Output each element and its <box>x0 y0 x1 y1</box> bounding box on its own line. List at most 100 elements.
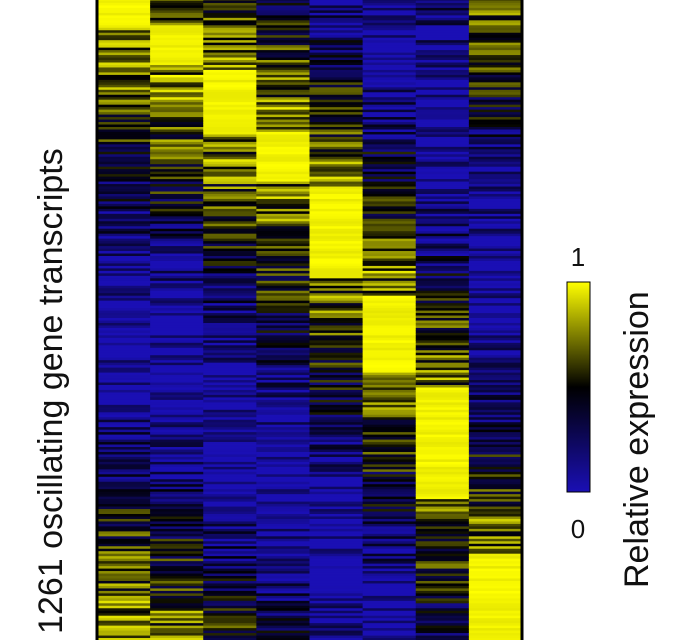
heatmap-cell <box>415 399 470 403</box>
heatmap-cell <box>468 357 523 361</box>
heatmap-cell <box>97 201 151 205</box>
heatmap-cell <box>256 402 310 406</box>
heatmap-cell <box>309 280 364 284</box>
heatmap-cell <box>150 456 204 460</box>
heatmap-cell <box>97 119 151 123</box>
heatmap-cell <box>203 511 257 515</box>
heatmap-cell <box>256 114 310 118</box>
heatmap-cell <box>97 330 151 334</box>
heatmap-cell <box>256 461 310 465</box>
heatmap-cell <box>150 198 204 202</box>
heatmap-cell <box>309 556 364 560</box>
heatmap-cell <box>468 290 523 294</box>
heatmap-cell <box>256 625 310 629</box>
heatmap-cell <box>97 561 151 565</box>
heatmap-cell <box>203 184 257 187</box>
heatmap-cell <box>309 340 364 344</box>
heatmap-cell <box>256 514 310 517</box>
heatmap-cell <box>256 303 310 307</box>
heatmap-cell <box>150 30 204 34</box>
heatmap-cell <box>203 385 257 388</box>
heatmap-cell <box>309 308 364 311</box>
heatmap-cell <box>309 357 364 361</box>
heatmap-cell <box>150 149 204 153</box>
heatmap-cell <box>256 122 310 125</box>
heatmap-cell <box>97 625 151 629</box>
heatmap-cell <box>97 208 151 212</box>
heatmap-cell <box>362 293 417 297</box>
heatmap-cell <box>150 603 204 607</box>
heatmap-cell <box>256 280 310 284</box>
heatmap-cell <box>468 161 523 165</box>
heatmap-cell <box>150 585 204 589</box>
heatmap-cell <box>309 407 364 411</box>
heatmap-cell <box>468 124 523 128</box>
heatmap-cell <box>309 169 364 173</box>
heatmap-cell <box>415 184 470 187</box>
heatmap-cell <box>203 417 257 421</box>
heatmap-cell <box>415 20 470 24</box>
heatmap-cell <box>415 270 470 274</box>
heatmap-cell <box>309 22 364 26</box>
heatmap-cell <box>309 243 364 247</box>
heatmap-cell <box>256 315 310 319</box>
heatmap-cell <box>203 404 257 408</box>
heatmap-cell <box>256 362 310 366</box>
heatmap-cell <box>309 99 364 103</box>
heatmap-cell <box>468 265 523 269</box>
heatmap-cell <box>415 248 470 252</box>
heatmap-cell <box>415 32 470 36</box>
heatmap-cell <box>309 476 364 480</box>
heatmap-cell <box>150 402 204 406</box>
heatmap-cell <box>256 556 310 560</box>
heatmap-cell <box>309 313 364 316</box>
heatmap-cell <box>468 104 523 108</box>
heatmap-cell <box>256 429 310 433</box>
heatmap-cell <box>150 337 204 341</box>
heatmap-cell <box>415 174 470 178</box>
heatmap-cell <box>203 15 257 19</box>
heatmap-cell <box>203 104 257 108</box>
heatmap-cell <box>468 129 523 133</box>
heatmap-cell <box>150 156 204 160</box>
heatmap-cell <box>256 305 310 309</box>
heatmap-cell <box>150 417 204 421</box>
heatmap-cell <box>468 588 523 592</box>
heatmap-cell <box>362 94 417 98</box>
heatmap-cell <box>415 598 470 602</box>
heatmap-cell <box>203 191 257 195</box>
heatmap-cell <box>468 496 523 500</box>
heatmap-cell <box>97 298 151 302</box>
heatmap-cell <box>150 285 204 289</box>
heatmap-cell <box>415 501 470 505</box>
heatmap-cell <box>415 241 470 244</box>
heatmap-cell <box>415 129 470 133</box>
heatmap-cell <box>468 583 523 587</box>
heatmap-cell <box>97 253 151 257</box>
heatmap-cell <box>362 22 417 26</box>
heatmap-cell <box>415 558 470 562</box>
heatmap-cell <box>203 593 257 597</box>
heatmap-cell <box>97 99 151 103</box>
heatmap-cell <box>415 546 470 550</box>
heatmap-cell <box>362 20 417 24</box>
heatmap-cell <box>150 99 204 103</box>
heatmap-cell <box>362 628 417 631</box>
heatmap-cell <box>203 17 257 21</box>
heatmap-cell <box>468 94 523 98</box>
heatmap-cell <box>468 191 523 195</box>
heatmap-cell <box>415 12 470 16</box>
heatmap-cell <box>309 42 364 46</box>
heatmap-cell <box>256 208 310 212</box>
heatmap-cell <box>362 275 417 279</box>
heatmap-cell <box>468 201 523 205</box>
heatmap-cell <box>203 166 257 170</box>
heatmap-cell <box>256 136 310 140</box>
heatmap-border <box>95 0 524 640</box>
heatmap-cell <box>362 278 417 282</box>
heatmap-cell <box>309 174 364 178</box>
heatmap-cell <box>468 238 523 242</box>
heatmap-cell <box>309 451 364 455</box>
heatmap-cell <box>468 635 523 639</box>
heatmap-cell <box>362 437 417 440</box>
